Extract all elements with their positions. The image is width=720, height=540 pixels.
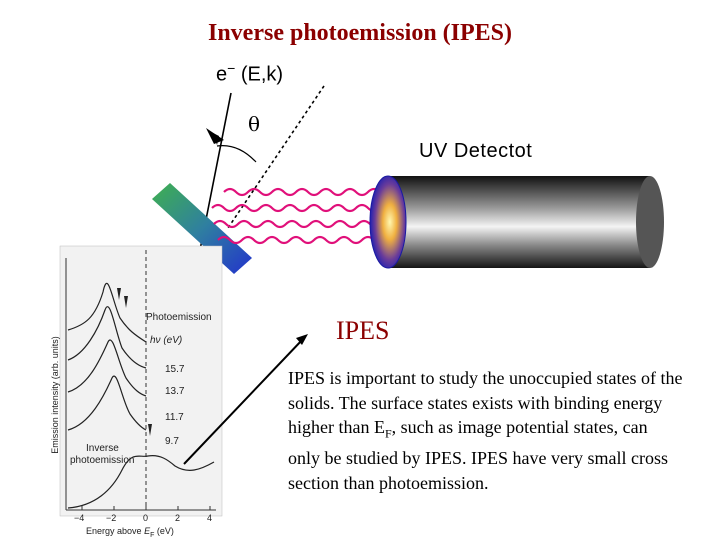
inset-xtick: 4	[207, 513, 213, 523]
angle-arc	[216, 144, 257, 163]
electron-charge: −	[227, 60, 236, 76]
inset-xlabel-text: Energy above	[86, 526, 142, 536]
uv-detector	[369, 175, 664, 269]
electron-label: e− (E,k)	[216, 60, 283, 87]
body-text-part1: IPES is important to study the unoccupie…	[288, 368, 683, 437]
body-text-subscript: F	[384, 426, 392, 441]
inset-hv-value: 11.7	[165, 412, 184, 423]
inset-xlabel: Energy above EF (eV)	[86, 526, 174, 539]
section-heading: IPES	[336, 316, 390, 345]
inset-xlabel-unit: (eV)	[156, 526, 174, 536]
inset-hv-value: 13.7	[165, 386, 185, 397]
inset-hv-label: hν (eV)	[150, 335, 183, 346]
page-title: Inverse photoemission (IPES)	[207, 20, 513, 46]
inset-hv-value: 9.7	[165, 436, 179, 447]
crystal-sample	[152, 183, 252, 274]
inset-ylabel: Emission intensity (arb. units)	[50, 336, 60, 454]
inset-xlabel-subscript: F	[150, 531, 155, 539]
dotted-reference-line	[227, 85, 325, 229]
photon-waves	[211, 187, 399, 245]
electron-symbol: e	[216, 63, 228, 86]
inset-photoemission-label: Photoemission	[146, 312, 212, 323]
inset-xtick: −4	[74, 513, 85, 523]
inset-hv-value: 15.7	[165, 364, 185, 375]
inset-xtick: −2	[106, 513, 117, 523]
inset-spectrum-plot	[59, 245, 223, 517]
electron-state: (E,k)	[240, 63, 284, 86]
angle-label: θ	[248, 112, 261, 136]
inset-inverse-label: photoemission	[70, 455, 135, 466]
body-paragraph: IPES is important to study the unoccupie…	[288, 366, 684, 495]
inset-inverse-label: Inverse	[86, 443, 119, 454]
inset-xtick: 2	[175, 513, 181, 523]
inset-xtick: 0	[143, 513, 149, 523]
inset-xlabel-symbol: E	[144, 526, 151, 536]
detector-label: UV Detectot	[419, 140, 533, 162]
pointer-arrow	[183, 334, 308, 465]
body-text-part2: , such as image potential states, can on…	[288, 417, 668, 493]
